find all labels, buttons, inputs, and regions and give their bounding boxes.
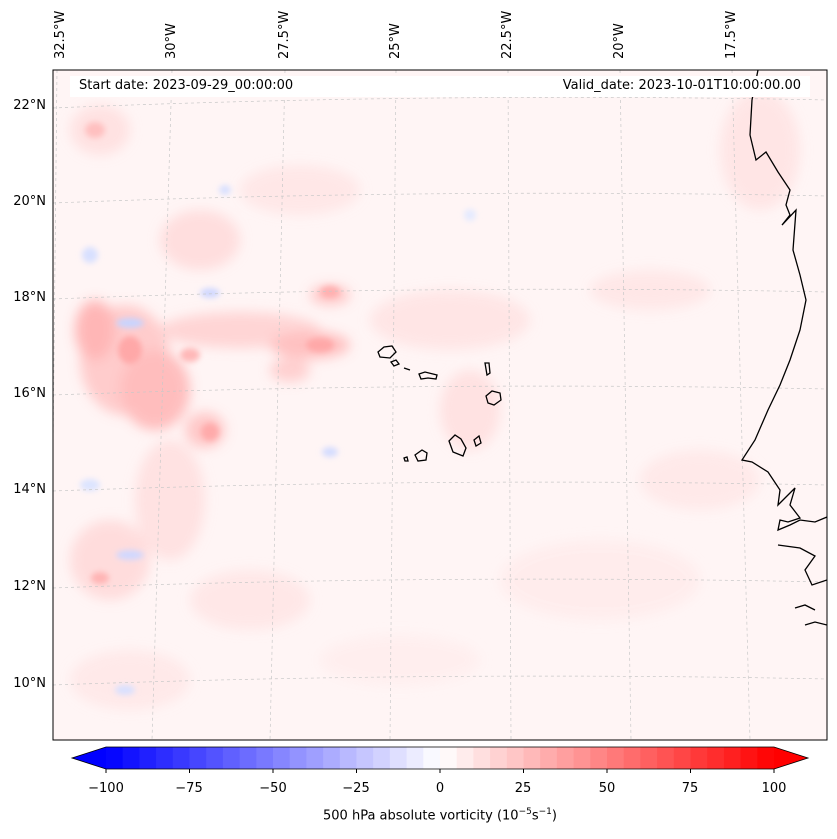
colorbar-segment (473, 747, 491, 769)
colorbar-segment (673, 747, 691, 769)
colorbar-segment (540, 747, 558, 769)
colorbar-segment (640, 747, 658, 769)
lon-label-22-5w: 22.5°W (500, 10, 515, 59)
map-frame (52, 69, 828, 741)
lon-label-30w: 30°W (164, 23, 179, 59)
colorbar-segment (623, 747, 641, 769)
colorbar-segment (323, 747, 341, 769)
colorbar-label-mid: s (531, 808, 539, 824)
colorbar-tick: −25 (342, 781, 370, 796)
colorbar-segment (106, 747, 124, 769)
colorbar-segment (306, 747, 324, 769)
colorbar-segment (239, 747, 257, 769)
coastlines (377, 70, 827, 626)
colorbar-segment (590, 747, 608, 769)
colorbar-segment (339, 747, 357, 769)
colorbar-segment (440, 747, 458, 769)
colorbar-label-exp1: −5 (518, 807, 532, 817)
lon-label-27-5w: 27.5°W (277, 10, 292, 59)
lat-label-20n: 20°N (13, 194, 46, 209)
valid-date-text: Valid_date: 2023-10-01T10:00:00.00 (562, 78, 801, 93)
colorbar-segment (273, 747, 291, 769)
colorbar-segment (189, 747, 207, 769)
colorbar-max-extend (774, 747, 808, 769)
colorbar-tick: −75 (175, 781, 203, 796)
colorbar-tick: 50 (598, 781, 616, 796)
colorbar-segment (607, 747, 625, 769)
colorbar-segment (373, 747, 391, 769)
colorbar-segment (740, 747, 758, 769)
graticule (53, 70, 827, 740)
colorbar-segment (690, 747, 708, 769)
colorbar-segment (156, 747, 174, 769)
lon-label-17-5w: 17.5°W (724, 10, 739, 59)
colorbar-segment (523, 747, 541, 769)
colorbar-label-exp2: −1 (538, 807, 552, 817)
colorbar-segment (506, 747, 524, 769)
colorbar-segment (356, 747, 374, 769)
colorbar-segment (222, 747, 241, 769)
lat-label-12n: 12°N (13, 579, 46, 594)
colorbar-segment (406, 747, 424, 769)
colorbar-segment (556, 747, 575, 769)
colorbar-segment (757, 747, 775, 769)
colorbar-label-prefix: 500 hPa absolute vorticity (10 (323, 808, 519, 824)
lat-label-16n: 16°N (13, 386, 46, 401)
colorbar-tick: 100 (761, 781, 787, 796)
colorbar-segment (456, 747, 474, 769)
colorbar-tick: 0 (435, 781, 445, 796)
start-date-text: Start date: 2023-09-29_00:00:00 (79, 78, 294, 93)
colorbar-label: 500 hPa absolute vorticity (10−5s−1) (323, 807, 557, 823)
colorbar-segment (172, 747, 190, 769)
colorbar-tick: 25 (514, 781, 532, 796)
colorbar-segment (573, 747, 591, 769)
lon-label-25w: 25°W (388, 23, 403, 59)
colorbar-segment (256, 747, 274, 769)
colorbar-segment (723, 747, 742, 769)
colorbar-segment (707, 747, 725, 769)
colorbar-segment (657, 747, 675, 769)
lon-label-32-5w: 32.5°W (53, 10, 68, 59)
lat-label-22n: 22°N (13, 98, 46, 113)
colorbar-segment (289, 747, 307, 769)
colorbar-segment (122, 747, 140, 769)
colorbar-label-suffix: ) (551, 808, 557, 824)
lon-label-20w: 20°W (612, 23, 627, 59)
colorbar-tick: −100 (88, 781, 124, 796)
colorbar-tick: 75 (681, 781, 699, 796)
colorbar-segment (423, 747, 441, 769)
colorbar-min-extend (72, 747, 106, 769)
colorbar (70, 746, 810, 773)
colorbar-segment (389, 747, 408, 769)
colorbar-segment (490, 747, 508, 769)
lat-label-14n: 14°N (13, 482, 46, 497)
lat-label-10n: 10°N (13, 676, 46, 691)
colorbar-tick: −50 (259, 781, 287, 796)
info-banner (70, 76, 810, 97)
colorbar-segment (206, 747, 224, 769)
vorticity-field (70, 90, 800, 710)
lat-label-18n: 18°N (13, 290, 46, 305)
colorbar-segment (139, 747, 157, 769)
